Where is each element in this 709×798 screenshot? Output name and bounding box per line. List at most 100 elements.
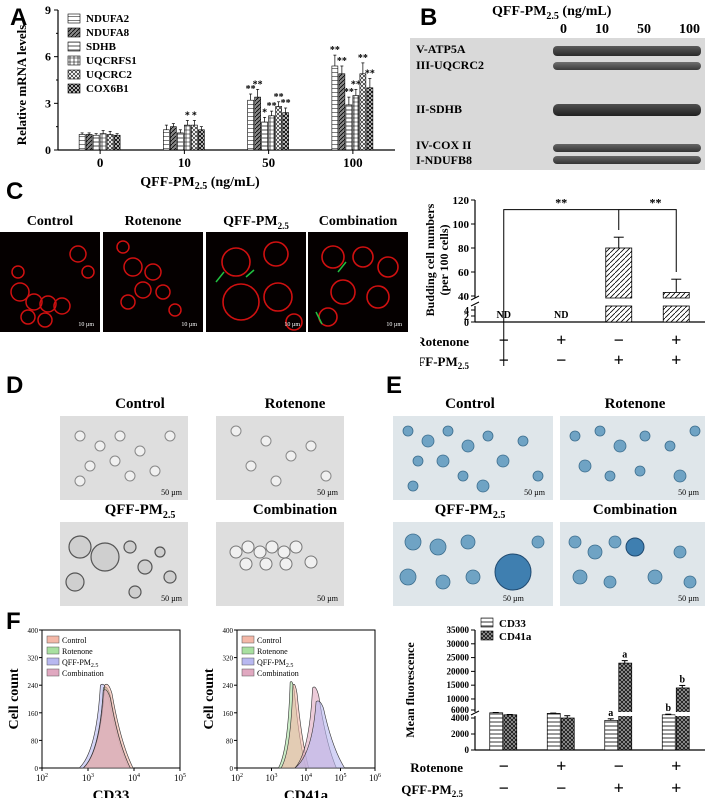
confocal-control: 10 µm bbox=[0, 232, 100, 332]
a-legend-swatch bbox=[67, 83, 81, 94]
hist-cd33-legend-swatch bbox=[46, 657, 60, 666]
f-row2-label-text: QFF-PM bbox=[401, 782, 452, 797]
a-x-tick-label: 0 bbox=[97, 155, 104, 170]
panel-b-header-sub: 2.5 bbox=[546, 10, 559, 22]
c-row2-sign: + bbox=[671, 350, 681, 370]
a-legend-swatch bbox=[67, 41, 81, 52]
hist-cd33-legend-label: Rotenone bbox=[62, 647, 93, 656]
c-bracket-2 bbox=[618, 209, 677, 272]
panel-label-f: F bbox=[6, 608, 21, 635]
f-bar bbox=[546, 713, 561, 751]
hist-cd33-legend-swatch bbox=[46, 646, 60, 655]
band-label: I-NDUFB8 bbox=[416, 153, 472, 167]
e-scale-rotenone: 50 µm bbox=[678, 488, 699, 497]
f-row2-label-sub: 2.5 bbox=[452, 789, 464, 798]
c-y-tick-label: 100 bbox=[453, 219, 470, 231]
f-axis-break bbox=[470, 710, 480, 716]
lane-label: 100 bbox=[679, 22, 700, 37]
e-label-qff: QFF-PM2.5 bbox=[395, 502, 545, 521]
band-label: V-ATP5A bbox=[416, 42, 466, 56]
c-bar-lower bbox=[662, 305, 690, 323]
hist-cd33-legend-text: Combination bbox=[62, 669, 104, 678]
panel-label-c: C bbox=[6, 178, 24, 205]
f-y-tick-label: 2000 bbox=[451, 729, 470, 739]
f-bar bbox=[618, 662, 633, 751]
f-sig-label: b bbox=[665, 703, 671, 714]
band-sdhb bbox=[553, 104, 701, 116]
c-row2-sign: − bbox=[556, 350, 566, 370]
a-sig-label: ** bbox=[330, 45, 340, 56]
d-label-qff-sub: 2.5 bbox=[162, 510, 176, 521]
hist-cd41a-legend-text: Rotenone bbox=[257, 647, 288, 656]
f-y-tick-label: 4000 bbox=[451, 713, 470, 723]
c-label-rotenone: Rotenone bbox=[124, 214, 182, 229]
a-bar bbox=[85, 134, 93, 151]
band-uqcrc2 bbox=[553, 62, 701, 70]
a-legend-label: COX6B1 bbox=[86, 83, 129, 95]
western-blot: V-ATP5A III-UQCRC2 II-SDHB IV-COX II I-N… bbox=[410, 38, 705, 170]
panel-label-e: E bbox=[386, 372, 403, 399]
a-sig-label: ** bbox=[253, 79, 263, 90]
f-bar bbox=[661, 714, 676, 751]
hist-cd33-legend-swatch bbox=[46, 635, 60, 644]
f-bar bbox=[489, 712, 504, 751]
panel-label-a: A bbox=[10, 4, 28, 31]
f-bar bbox=[503, 714, 518, 751]
hist-cd33-ylabel: Cell count bbox=[7, 668, 22, 729]
hist-cd41a-xlabel: CD41a bbox=[284, 788, 329, 798]
hist-cd41a-y-tick-label: 240 bbox=[223, 682, 234, 690]
c-bar-upper bbox=[605, 247, 633, 299]
c-scale-combination: 10 µm bbox=[386, 322, 402, 328]
c-bar-upper bbox=[662, 292, 690, 299]
c-ylabel-2: (per 100 cells) bbox=[437, 224, 451, 295]
f-row1-sign: − bbox=[614, 756, 624, 776]
hist-cd41a-legend-sub: 2.5 bbox=[286, 663, 294, 669]
hist-cd41a-x-tick-label: 104 bbox=[300, 773, 312, 783]
bright-rotenone: 50 µm bbox=[216, 416, 344, 500]
panel-a-ylabel: Relative mRNA levels bbox=[14, 25, 29, 146]
c-y-tick-label: 2 bbox=[464, 312, 469, 323]
c-label-control: Control bbox=[26, 214, 74, 229]
f-bar bbox=[604, 720, 619, 751]
hist-cd33-legend-label: Combination bbox=[62, 669, 104, 678]
hist-cd41a-legend-swatch bbox=[241, 657, 255, 666]
a-sig-label: * bbox=[192, 110, 197, 121]
e-label-qff-text: QFF-PM bbox=[434, 502, 493, 518]
f-y-tick-label: 35000 bbox=[447, 625, 470, 635]
panel-b-lanes: 0 10 50 100 bbox=[560, 22, 700, 38]
c-y-tick-label: 40 bbox=[458, 291, 470, 303]
d-label-combination: Combination bbox=[252, 502, 338, 518]
c-y-tick-label: 60 bbox=[458, 267, 470, 279]
hist-cd41a-legend-label: QFF-PM2.5 bbox=[257, 658, 293, 669]
e-scale-qff: 50 µm bbox=[503, 594, 524, 603]
a-legend-swatch bbox=[67, 55, 81, 66]
c-bar-lower bbox=[605, 305, 633, 323]
a-sig-label: * bbox=[262, 107, 267, 118]
c-bracket-1 bbox=[503, 209, 620, 366]
lane-label: 50 bbox=[637, 22, 651, 37]
f-legend-swatch bbox=[480, 617, 494, 628]
a-legend-label: SDHB bbox=[86, 41, 117, 53]
d-label-control: Control bbox=[115, 396, 165, 412]
hist-cd41a-y-tick-label: 400 bbox=[223, 627, 234, 635]
f-y-tick-label: 20000 bbox=[447, 666, 470, 676]
stain-rotenone: 50 µm bbox=[560, 416, 705, 500]
a-bar bbox=[352, 95, 360, 151]
f-y-tick-label: 25000 bbox=[447, 653, 470, 663]
f-row2-sign: − bbox=[499, 778, 509, 798]
c-y-tick-label: 4 bbox=[464, 306, 469, 317]
a-bar bbox=[254, 96, 261, 151]
e-label-qff-sub: 2.5 bbox=[492, 510, 506, 521]
f-row1-label: Rotenone bbox=[410, 760, 463, 775]
lane-label: 10 bbox=[595, 22, 609, 37]
hist-cd33-legend-text: Control bbox=[62, 636, 87, 645]
a-sig-label: ** bbox=[351, 79, 361, 90]
a-bar bbox=[338, 73, 346, 151]
hist-cd33-x-tick-label: 102 bbox=[36, 773, 48, 783]
hist-cd41a-x-tick-base: 10 bbox=[369, 773, 379, 783]
a-sig-label: ** bbox=[344, 87, 354, 98]
f-row2-sign: + bbox=[614, 778, 624, 798]
hist-cd41a-x-tick-label: 106 bbox=[369, 773, 381, 783]
a-y-tick-label: 3 bbox=[45, 96, 51, 110]
